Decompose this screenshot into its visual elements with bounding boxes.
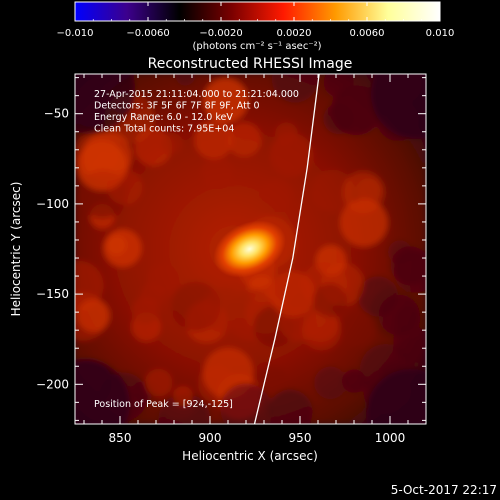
emission-haze	[75, 74, 426, 424]
y-axis-ticks: −50 −100 −150 −200	[36, 77, 426, 421]
colorbar-unit-label: (photons cm⁻² s⁻¹ asec⁻²)	[192, 41, 321, 52]
info-line: Detectors: 3F 5F 6F 7F 8F 9F, Att 0	[94, 101, 260, 112]
haze-blob	[200, 287, 246, 333]
haze-blob	[340, 198, 388, 247]
haze-blob	[314, 366, 347, 400]
haze-blob	[158, 393, 211, 424]
haze-blob	[103, 229, 142, 267]
colorbar-tick-label: 0.0060	[350, 28, 385, 39]
peak-emission	[213, 220, 286, 278]
colorbar-tick-label: 0.010	[426, 28, 455, 39]
haze-blob	[220, 383, 272, 424]
info-line: Clean Total counts: 7.95E+04	[94, 124, 234, 135]
haze-blob	[258, 365, 288, 395]
peak-position-label: Position of Peak = [924,-125]	[94, 399, 233, 410]
x-axis-ticks: 850 900 950 1000	[83, 74, 427, 445]
haze-blob	[227, 122, 262, 157]
haze-blob	[77, 299, 110, 333]
haze-blob	[311, 169, 355, 213]
haze-blob	[107, 169, 143, 205]
haze-blob	[271, 133, 310, 172]
haze-dark-corner	[75, 359, 130, 424]
x-tick-label: 950	[289, 431, 312, 445]
plot-frame	[74, 73, 427, 425]
x-tick-label: 900	[199, 431, 222, 445]
haze-dark-corner	[75, 74, 135, 134]
haze-blob	[313, 283, 347, 318]
x-axis-label: Heliocentric X (arcsec)	[182, 449, 318, 463]
x-tick-label: 850	[109, 431, 132, 445]
colorbar-gradient	[74, 1, 441, 22]
x-tick-label: 1000	[375, 431, 406, 445]
haze-blob	[203, 78, 249, 123]
colorbar-ticks: −0.010 −0.0060 −0.0020 0.0020 0.0060 0.010	[56, 2, 454, 39]
haze-blob	[201, 157, 234, 190]
haze-blob	[394, 306, 421, 332]
haze-blob	[194, 120, 234, 159]
haze-blob	[173, 386, 193, 407]
info-line: 27-Apr-2015 21:11:04.000 to 21:21:04.000	[94, 89, 299, 100]
timestamp: 5-Oct-2017 22:17	[391, 483, 497, 497]
haze-blob	[268, 389, 313, 424]
colorbar-tick-label: −0.0020	[199, 28, 242, 39]
colorbar: −0.010 −0.0060 −0.0020 0.0020 0.0060 0.010 (p…	[56, 1, 454, 52]
haze-blob	[340, 310, 377, 347]
haze-blob	[390, 246, 426, 286]
haze-blob	[397, 336, 424, 363]
haze-dark-corner	[366, 369, 426, 424]
haze-blob	[161, 132, 183, 154]
haze-blob	[332, 85, 383, 136]
haze-blob	[259, 179, 293, 213]
observation-info: 27-Apr-2015 21:11:04.000 to 21:21:04.000…	[94, 89, 299, 135]
haze-blob	[144, 368, 173, 397]
plot-area: 850 900 950 1000 −50 −100 −150 −200	[36, 73, 427, 445]
y-tick-label: −150	[36, 287, 69, 301]
chart-title: Reconstructed RHESSI Image	[148, 56, 353, 72]
solar-limb	[253, 74, 320, 424]
y-tick-label: −200	[36, 377, 69, 391]
colorbar-tick-label: −0.010	[56, 28, 93, 39]
haze-blob	[175, 74, 196, 86]
haze-dark-corner	[371, 74, 426, 139]
haze-blob	[132, 296, 160, 325]
haze-blob	[302, 311, 342, 351]
y-tick-label: −50	[44, 107, 69, 121]
colorbar-tick-label: 0.0020	[277, 28, 312, 39]
y-tick-label: −100	[36, 197, 69, 211]
colorbar-tick-label: −0.0060	[126, 28, 169, 39]
info-line: Energy Range: 6.0 - 12.0 keV	[94, 112, 233, 123]
y-axis-label: Heliocentric Y (arcsec)	[9, 182, 23, 317]
haze-blob	[342, 369, 366, 393]
haze-blob	[271, 74, 318, 103]
